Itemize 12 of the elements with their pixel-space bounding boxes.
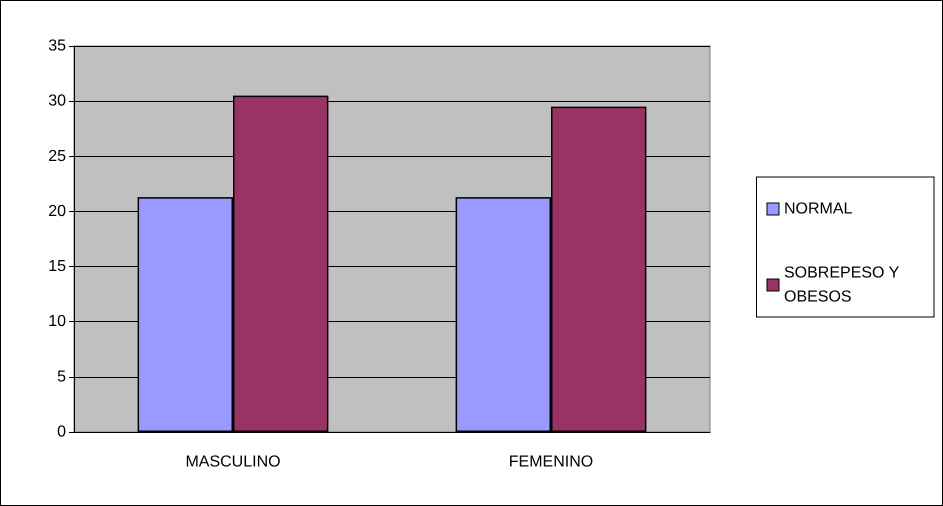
y-tick-label: 10 xyxy=(48,313,66,330)
legend-label: SOBREPESO Y OBESOS xyxy=(784,264,904,306)
y-tick-label: 15 xyxy=(48,258,66,276)
y-tick-label: 5 xyxy=(57,368,66,386)
x-tick-label: MASCULINO xyxy=(185,454,281,470)
y-tick-label: 25 xyxy=(48,148,66,165)
y-tick-label: 30 xyxy=(48,92,66,110)
x-tick-label: FEMENINO xyxy=(508,454,594,470)
y-tick-label: 20 xyxy=(48,202,66,220)
legend-label: NORMAL xyxy=(784,200,853,218)
y-tick-label: 35 xyxy=(48,38,66,54)
y-tick-label: 0 xyxy=(57,424,66,440)
